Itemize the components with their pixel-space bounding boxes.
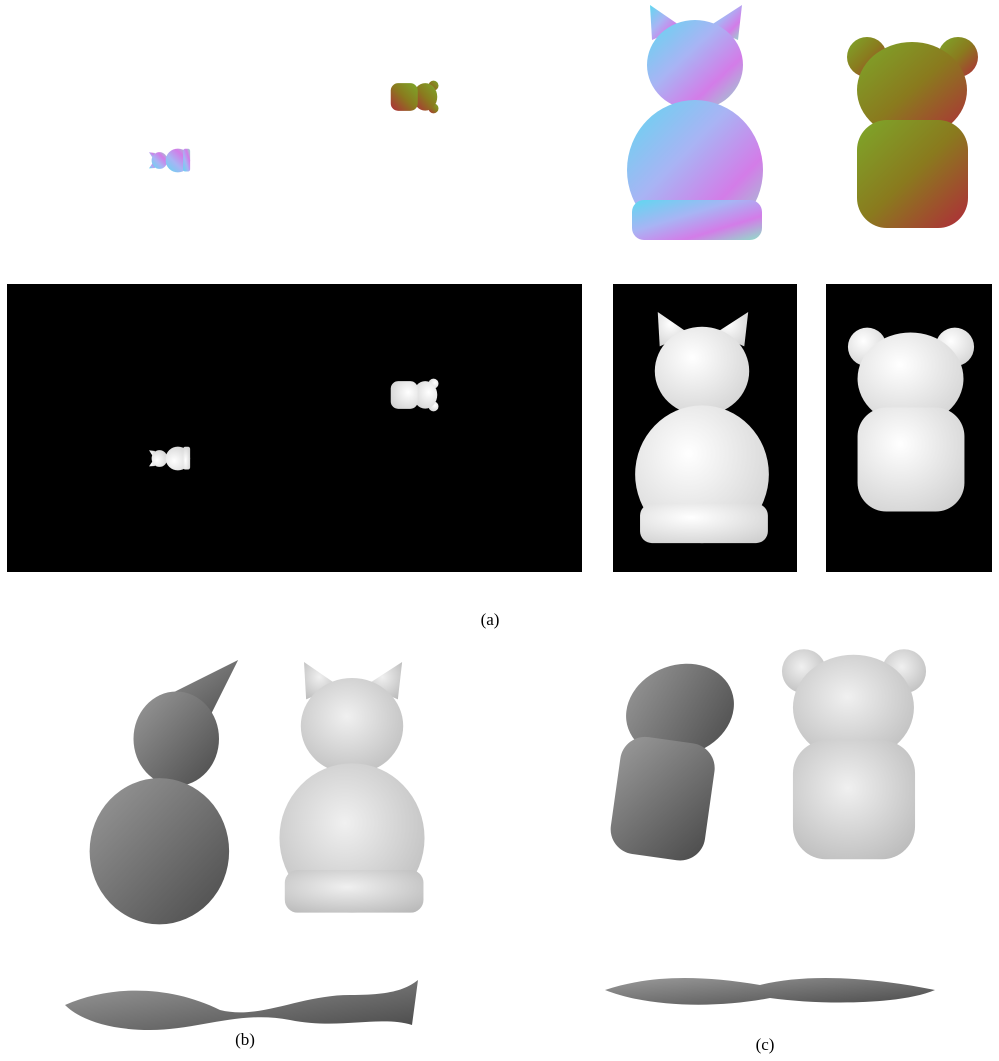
- normal-map-small-cat: [149, 148, 191, 173]
- mesh-cat-side: [89, 660, 239, 925]
- mesh-bear-side: [607, 655, 740, 864]
- normal-map-cat: [627, 5, 763, 240]
- caption: (b): [235, 1030, 255, 1049]
- normal-map-small-bear: [390, 80, 439, 114]
- mesh-cat-front: [279, 662, 425, 913]
- image-bear: [847, 327, 975, 512]
- mesh-bear-front: [781, 649, 927, 860]
- caption: (a): [480, 610, 500, 629]
- caption: (c): [755, 1035, 775, 1054]
- mesh-bear-profile: [605, 978, 935, 1005]
- image-small-bear: [390, 378, 439, 412]
- mesh-cat-profile: [65, 980, 418, 1030]
- normal-map-bear: [847, 37, 978, 228]
- image-panel: [7, 284, 582, 572]
